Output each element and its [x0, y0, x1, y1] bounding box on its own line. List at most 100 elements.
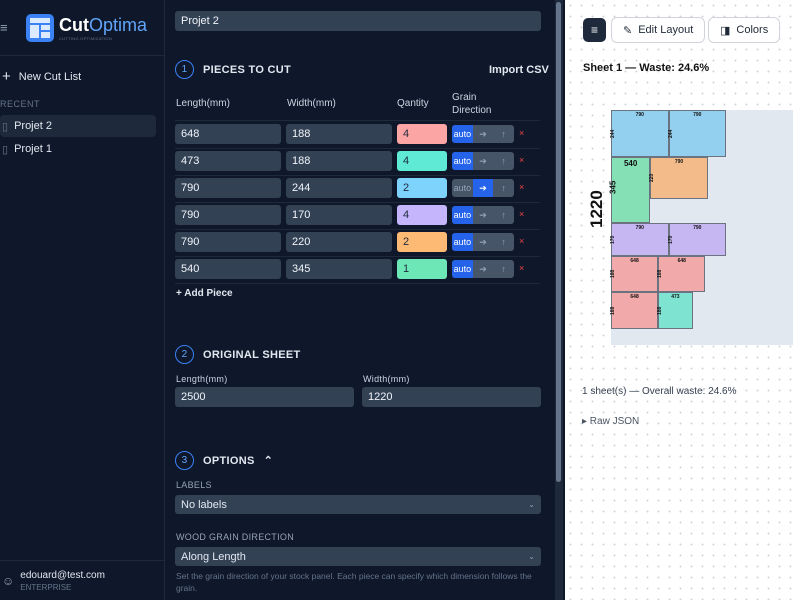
- grain-auto-button[interactable]: auto: [453, 183, 472, 193]
- cut-piece: 648 188: [610, 256, 659, 293]
- delete-piece-button[interactable]: ×: [519, 182, 525, 192]
- grain-auto-button[interactable]: auto: [452, 206, 473, 224]
- sidebar-item-projet-1[interactable]: ▯ Projet 1: [0, 138, 156, 160]
- piece-width-input[interactable]: 220: [286, 232, 392, 252]
- file-icon: ▯: [2, 120, 9, 133]
- piece-quantity-input[interactable]: 2: [397, 178, 447, 198]
- piece-height-label: 244: [610, 129, 616, 138]
- new-cut-list-button[interactable]: + New Cut List: [0, 56, 164, 85]
- piece-height-label: 188: [610, 306, 616, 315]
- edit-layout-button[interactable]: ✎ Edit Layout: [611, 17, 706, 43]
- piece-width-label: 648: [677, 258, 686, 265]
- piece-width-input[interactable]: 170: [286, 205, 392, 225]
- cut-piece: 790 244: [668, 110, 726, 157]
- new-cut-list-label: New Cut List: [18, 70, 82, 83]
- brand: ≡ CutOptima CUTTING OPTIMIZATION: [0, 0, 164, 56]
- user-email: edouard@test.com: [20, 569, 105, 581]
- delete-piece-button[interactable]: ×: [519, 236, 525, 246]
- grain-vertical-button[interactable]: ↑: [501, 156, 506, 166]
- delete-piece-button[interactable]: ×: [519, 263, 525, 273]
- piece-width-input[interactable]: 345: [286, 259, 392, 279]
- piece-quantity-input[interactable]: 1: [397, 259, 447, 279]
- raw-json-toggle[interactable]: ▸ Raw JSON: [582, 416, 640, 427]
- file-icon: ▯: [2, 143, 9, 156]
- app-name: CutOptima: [59, 14, 148, 35]
- chevron-down-icon: ⌄: [528, 500, 535, 509]
- grain-horizontal-button[interactable]: ➔: [479, 236, 487, 247]
- delete-piece-button[interactable]: ×: [519, 155, 525, 165]
- delete-piece-button[interactable]: ×: [519, 128, 525, 138]
- grain-vertical-button[interactable]: ↑: [501, 237, 506, 247]
- length-header: Length(mm): [176, 98, 230, 109]
- editor-panel: Projet 2 1 PIECES TO CUT Import CSV Lengt…: [165, 0, 555, 600]
- sheet-width-input[interactable]: 1220: [362, 387, 541, 407]
- section-title: ORIGINAL SHEET: [203, 348, 301, 361]
- grain-horizontal-button[interactable]: ➔: [479, 209, 487, 220]
- piece-length-input[interactable]: 540: [175, 259, 281, 279]
- piece-quantity-input[interactable]: 4: [397, 151, 447, 171]
- colors-button[interactable]: ◨ Colors: [708, 17, 781, 43]
- grain-direction-toggle: auto ➔ ↑: [452, 152, 514, 170]
- labels-select[interactable]: No labels ⌄: [175, 495, 541, 514]
- piece-quantity-input[interactable]: 4: [397, 205, 447, 225]
- pencil-icon: ✎: [623, 24, 633, 37]
- piece-length-input[interactable]: 790: [175, 232, 281, 252]
- piece-width-label: 790: [693, 112, 702, 118]
- cut-piece: 648 188: [657, 256, 706, 293]
- piece-width-label: 790: [635, 225, 644, 232]
- grain-direction-toggle: auto ➔ ↑: [452, 260, 514, 278]
- piece-width-input[interactable]: 244: [286, 178, 392, 198]
- grain-auto-button[interactable]: auto: [452, 125, 473, 143]
- project-name-input[interactable]: Projet 2: [175, 11, 541, 31]
- import-csv-button[interactable]: Import CSV: [489, 64, 549, 76]
- piece-width-label: 648: [630, 258, 639, 265]
- grain-auto-button[interactable]: auto: [452, 260, 473, 278]
- piece-width-label: 790: [674, 159, 684, 165]
- grain-direction-select[interactable]: Along Length ⌄: [175, 547, 541, 566]
- options-section-header[interactable]: 3 OPTIONS ⌃: [175, 451, 273, 470]
- cut-piece: 473 188: [657, 292, 693, 329]
- grain-horizontal-button[interactable]: ➔: [479, 263, 487, 274]
- piece-length-input[interactable]: 790: [175, 205, 281, 225]
- add-piece-button[interactable]: + Add Piece: [176, 288, 233, 299]
- grain-direction-toggle: auto ➔ ↑: [452, 233, 514, 251]
- piece-length-input[interactable]: 473: [175, 151, 281, 171]
- grain-horizontal-button[interactable]: ➔: [472, 179, 494, 197]
- sidebar-item-projet-2[interactable]: ▯ Projet 2: [0, 115, 156, 137]
- piece-width-input[interactable]: 188: [286, 124, 392, 144]
- sheet-length-input[interactable]: 2500: [175, 387, 354, 407]
- piece-length-input[interactable]: 790: [175, 178, 281, 198]
- user-tier: ENTERPRISE: [20, 582, 72, 592]
- piece-quantity-input[interactable]: 4: [397, 124, 447, 144]
- edit-layout-label: Edit Layout: [638, 24, 694, 36]
- piece-quantity-input[interactable]: 2: [397, 232, 447, 252]
- grain-help-text: Set the grain direction of your stock pa…: [176, 571, 532, 593]
- piece-height-label: 188: [657, 306, 664, 315]
- piece-width-input[interactable]: 188: [286, 151, 392, 171]
- grain-vertical-button[interactable]: ↑: [501, 264, 506, 274]
- grain-horizontal-button[interactable]: ➔: [479, 155, 487, 166]
- summary-view-button[interactable]: ≡: [583, 18, 606, 42]
- piece-height-label: 170: [610, 235, 616, 244]
- direction-header: Direction: [452, 105, 492, 116]
- labels-label: LABELS: [176, 480, 212, 490]
- grain-vertical-button[interactable]: ↑: [501, 129, 506, 139]
- delete-piece-button[interactable]: ×: [519, 209, 525, 219]
- piece-height-label: 220: [649, 173, 656, 183]
- grain-horizontal-button[interactable]: ➔: [479, 128, 487, 139]
- scrollbar[interactable]: [555, 0, 563, 600]
- step-number: 3: [175, 451, 194, 470]
- piece-length-input[interactable]: 648: [175, 124, 281, 144]
- user-account[interactable]: ☺ edouard@test.com ENTERPRISE: [0, 560, 164, 600]
- hamburger-menu-icon[interactable]: ≡: [0, 20, 8, 35]
- width-header: Width(mm): [287, 98, 336, 109]
- grain-header: Grain: [452, 92, 477, 103]
- grain-vertical-button[interactable]: ↑: [501, 210, 506, 220]
- piece-height-label: 170: [667, 235, 674, 244]
- grain-auto-button[interactable]: auto: [452, 152, 473, 170]
- grain-auto-button[interactable]: auto: [452, 233, 473, 251]
- cut-piece: 790 170: [610, 223, 669, 257]
- preview-panel: ≡ ✎ Edit Layout ◨ Colors Sheet 1 — Waste: …: [565, 0, 800, 600]
- grain-vertical-button[interactable]: ↑: [501, 183, 506, 193]
- app-subtitle: CUTTING OPTIMIZATION: [59, 35, 113, 41]
